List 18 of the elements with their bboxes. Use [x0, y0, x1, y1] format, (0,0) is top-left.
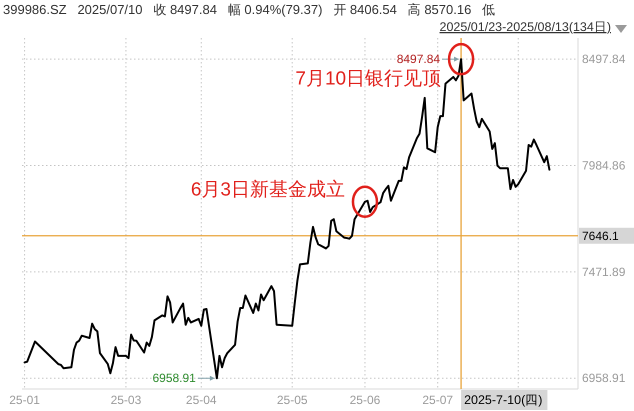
ref-label: 2025-7-10(四) — [464, 393, 542, 407]
ref-label: 7646.1 — [582, 228, 619, 243]
xtick-label: 25-07 — [422, 393, 454, 407]
annotation: 6月3日新基金成立 — [190, 179, 345, 200]
xtick-label: 25-06 — [350, 393, 380, 407]
value-label: 8497.84 — [396, 52, 440, 66]
xtick-label: 25-05 — [276, 393, 308, 407]
xtick-label: 25-04 — [186, 393, 217, 407]
ytick-label: 8497.84 — [582, 52, 626, 66]
ytick-label: 7471.89 — [582, 264, 626, 279]
subtitle: 2025/01/23-2025/08/13(134日) — [440, 20, 611, 34]
ytick-label: 7984.86 — [582, 158, 626, 173]
title: 399986.SZ 2025/07/10 收 8497.84 幅 0.94%(79.37) 开 8406.54 高 8570.16 低 — [3, 2, 496, 17]
xtick-label: 25-03 — [110, 393, 142, 407]
value-label: 6958.91 — [152, 371, 196, 386]
annotation: 7月10日银行见顶 — [295, 68, 442, 90]
ytick-label: 6958.91 — [582, 371, 626, 386]
xtick-label: 25-01 — [9, 393, 40, 407]
